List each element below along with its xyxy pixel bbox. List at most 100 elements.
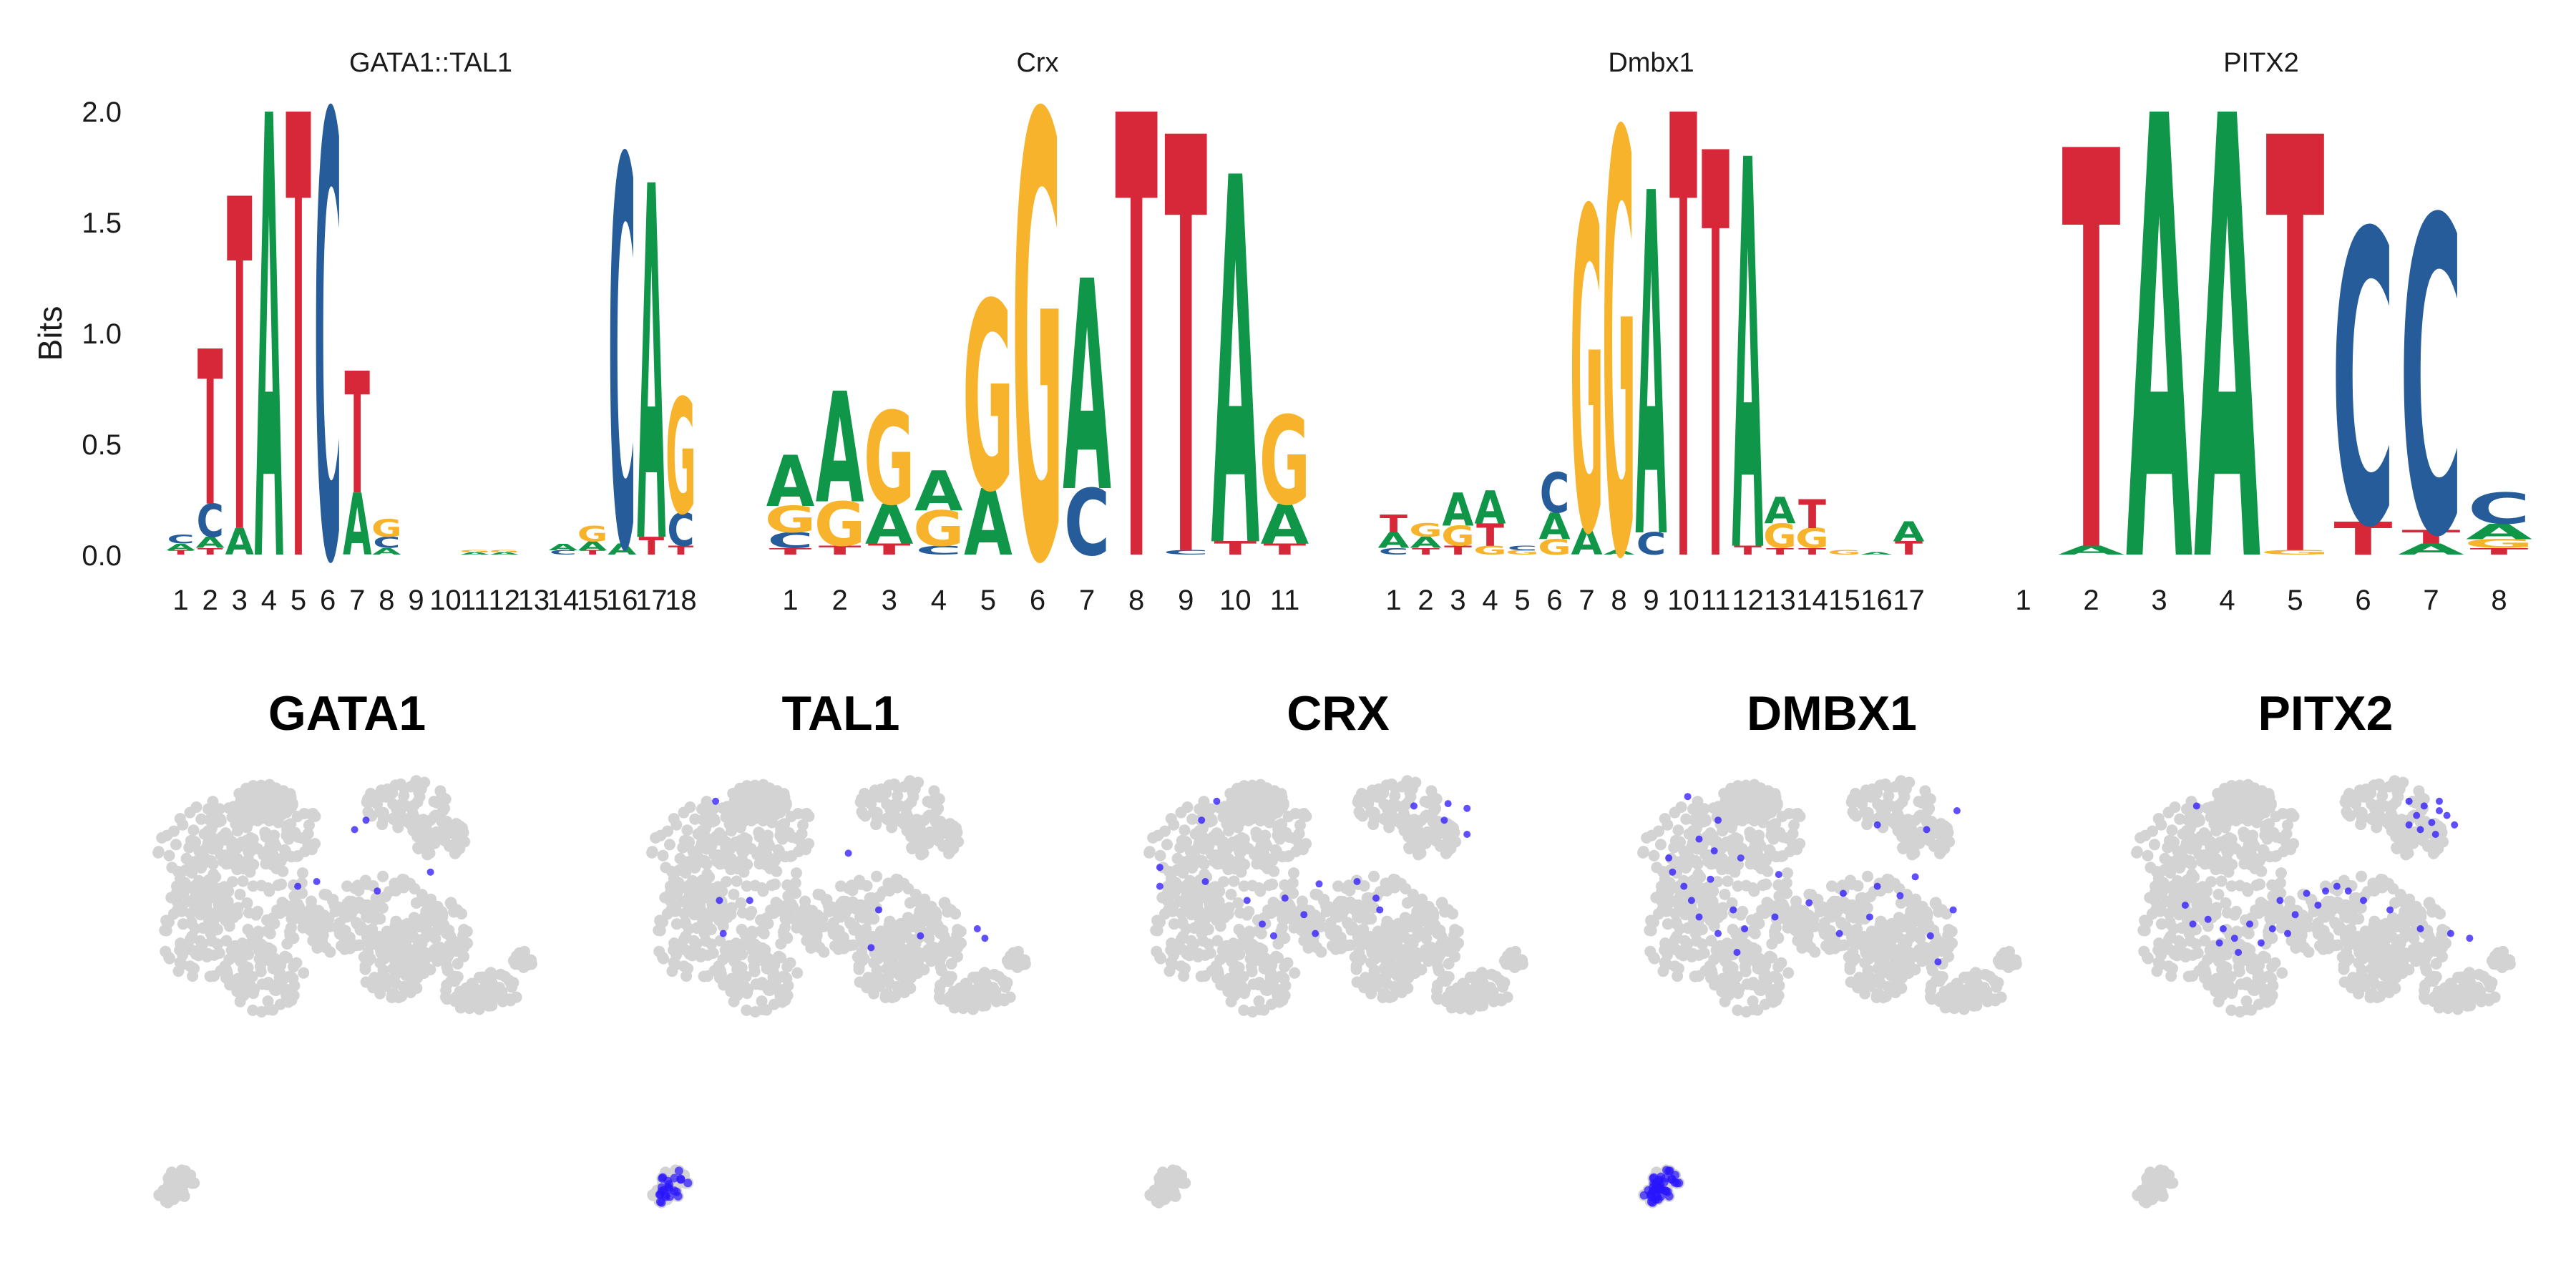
x-tick-label: 8 <box>1611 585 1626 616</box>
logo-letter-c: C <box>667 503 694 556</box>
umap-cell-point <box>2314 902 2322 909</box>
umap-cell-point <box>2284 930 2291 937</box>
logo-letter-g: G <box>1473 543 1507 557</box>
logo-letter-a: A <box>1538 505 1570 547</box>
umap-cell-point <box>1463 804 1471 812</box>
logo-letter-g: G <box>1506 549 1539 556</box>
y-tick-label: 1.5 <box>82 208 122 239</box>
x-tick-label: 9 <box>1643 585 1659 616</box>
umap-cell-point <box>1873 882 1881 890</box>
logo-letter-g: G <box>1570 119 1604 633</box>
x-tick-label: 18 <box>665 585 697 616</box>
y-tick-label: 1.0 <box>82 318 122 350</box>
umap-cell-point <box>1156 882 1163 890</box>
logo-letter-g: G <box>1763 518 1797 557</box>
umap-cell-point <box>2360 897 2367 904</box>
umap-cell-point <box>2333 882 2341 890</box>
umap-cell-point <box>746 897 753 904</box>
umap-cell-point <box>655 1197 665 1206</box>
x-tick-label: 11 <box>1701 585 1731 616</box>
umap-cell-point <box>1926 932 1934 940</box>
umap-cell-point <box>875 906 882 914</box>
umap-cell-point <box>683 1179 693 1188</box>
logo-letter-c: C <box>1379 546 1409 557</box>
logo-letter-c: C <box>373 534 400 552</box>
logo-letter-c: C <box>608 51 635 670</box>
umap-cell-point <box>676 1174 686 1184</box>
x-tick-label: 17 <box>1893 585 1925 616</box>
umap-cell-point <box>1953 807 1961 814</box>
logo-letter-a: A <box>2194 0 2261 699</box>
logo-letter-c: C <box>2399 130 2462 633</box>
umap-cell-point <box>1669 868 1677 876</box>
umap-cell-point <box>670 1174 679 1183</box>
logo-letter-g: G <box>864 386 915 535</box>
logo-letter-t: T <box>668 544 694 558</box>
logo-letter-a: A <box>225 521 254 563</box>
umap-cell-point <box>2303 889 2311 897</box>
logo-letter-t: T <box>1214 538 1257 560</box>
umap-panel: PITX2 <box>2131 686 2516 1209</box>
logo-letter-g: G <box>1795 523 1829 555</box>
logo-letter-t: T <box>344 337 369 532</box>
umap-cell-point <box>2204 915 2212 923</box>
logo-letter-g: G <box>1012 0 1063 698</box>
x-tick-label: 4 <box>2219 585 2235 616</box>
logo-letter-a: A <box>255 0 284 698</box>
logo-letter-c: C <box>1508 545 1538 552</box>
logo-letter-a: A <box>578 539 607 553</box>
logo-letter-t: T <box>1669 0 1697 698</box>
umap-cell-point <box>658 1174 667 1183</box>
x-tick-label: 10 <box>1667 585 1699 616</box>
logo-letter-a: A <box>1211 74 1260 661</box>
umap-cell-point <box>2436 797 2443 805</box>
logo-letter-a: A <box>1603 549 1635 556</box>
umap-cell-point <box>1839 889 1847 897</box>
x-tick-label: 5 <box>291 585 306 616</box>
logo-letter-a: A <box>343 476 371 575</box>
umap-cell-point <box>657 1183 666 1192</box>
umap-cell-point <box>2192 802 2200 810</box>
umap-cell-point <box>2466 935 2474 942</box>
logo-letter-t: T <box>1264 540 1307 558</box>
x-tick-label: 2 <box>832 585 848 616</box>
umap-cell-point <box>313 878 321 885</box>
logo-letter-t: T <box>2062 39 2122 675</box>
umap-panel: TAL1 <box>646 686 1031 1209</box>
logo-letter-a: A <box>1571 521 1602 563</box>
umap-cell-point <box>1665 854 1673 862</box>
umap-cell-point <box>2405 821 2413 829</box>
logo-letter-a: A <box>461 552 490 555</box>
logo-letter-c: C <box>1636 526 1667 562</box>
umap-cell-point <box>1259 920 1266 928</box>
umap-cell-point <box>1873 821 1881 829</box>
umap-cell-point <box>2189 920 2197 928</box>
umap-title: PITX2 <box>2258 686 2394 741</box>
umap-cell-point <box>716 897 723 904</box>
logo-letter-a: A <box>1893 517 1925 548</box>
umap-cell-point <box>2230 935 2238 942</box>
umap-cell-point <box>2413 811 2421 819</box>
x-tick-label: 10 <box>1219 585 1252 616</box>
umap-cell-point <box>1376 906 1384 914</box>
logo-letter-a: A <box>637 86 666 652</box>
umap-cell-point <box>1372 894 1380 902</box>
umap-cell-point <box>712 797 720 805</box>
logo-letter-c: C <box>2467 484 2530 534</box>
logo-letter-a: A <box>2126 0 2193 699</box>
umap-cell-point <box>1835 930 1843 937</box>
logo-letter-a: A <box>1261 494 1309 557</box>
umap-cell-point <box>1729 906 1737 914</box>
logo-letter-t: T <box>1734 543 1762 557</box>
umap-cell-point <box>2420 802 2428 810</box>
umap-background-cells <box>1143 775 1528 1209</box>
x-tick-label: 6 <box>1546 585 1562 616</box>
umap-cell-point <box>1687 897 1695 904</box>
x-tick-label: 11 <box>460 585 490 616</box>
logo-letter-a: A <box>2466 519 2532 545</box>
umap-cell-point <box>1201 878 1209 885</box>
logo-title: GATA1::TAL1 <box>349 48 512 78</box>
